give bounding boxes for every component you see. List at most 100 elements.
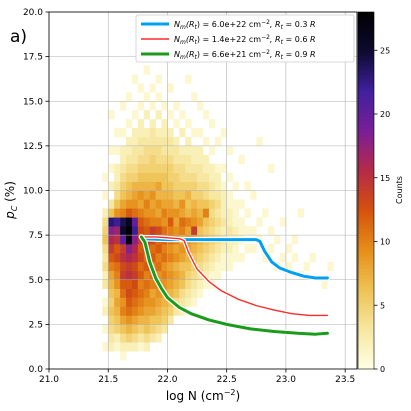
- heatmap-cell: [161, 172, 168, 182]
- heatmap-cell: [131, 252, 139, 263]
- heatmap-cell: [161, 252, 168, 263]
- heatmap-cell: [131, 315, 139, 325]
- heatmap-cell: [161, 145, 168, 156]
- colorbar-tick-label: 10: [380, 238, 390, 247]
- heatmap-cell: [179, 199, 186, 209]
- heatmap-cell: [149, 315, 156, 325]
- heatmap-cell: [155, 154, 162, 165]
- heatmap-cell: [149, 190, 156, 200]
- colorbar-ticks: 0 5 10 15 20 25: [374, 46, 390, 374]
- heatmap-cell: [155, 190, 162, 200]
- heatmap-cell: [161, 244, 168, 254]
- heatmap-cell: [120, 217, 127, 227]
- heatmap-cell: [126, 136, 133, 147]
- heatmap-cell: [197, 288, 204, 298]
- x-axis-ticks: 21.0 21.5 22.0 22.5 23.0 23.5: [39, 369, 355, 385]
- heatmap-cell: [191, 181, 198, 191]
- heatmap-cell: [143, 342, 150, 352]
- heatmap-cell: [197, 190, 204, 200]
- heatmap-cell: [143, 163, 150, 173]
- heatmap-cell: [191, 297, 198, 307]
- heatmap-cell: [149, 199, 156, 209]
- heatmap-cell: [131, 163, 139, 173]
- y-tick-label: 20.0: [23, 8, 43, 18]
- heatmap-cell: [143, 333, 150, 343]
- heatmap-cell: [167, 145, 174, 156]
- heatmap-cell: [203, 199, 210, 209]
- heatmap-cell: [220, 181, 227, 191]
- heatmap-cell: [214, 190, 222, 200]
- heatmap-cell: [155, 244, 162, 254]
- heatmap-cell: [167, 270, 174, 281]
- heatmap-cell: [120, 101, 127, 111]
- heatmap-cell: [155, 315, 162, 325]
- y-tick-label: 0.0: [29, 365, 44, 375]
- heatmap-cell: [226, 208, 233, 218]
- heatmap-cell: [102, 244, 109, 254]
- x-tick-label: 21.0: [39, 375, 59, 385]
- heatmap-cell: [167, 163, 174, 173]
- heatmap-cell: [173, 136, 180, 147]
- heatmap-cell: [197, 244, 204, 254]
- heatmap-cell: [102, 235, 109, 245]
- heatmap-cell: [131, 145, 139, 156]
- heatmap-cell: [185, 288, 192, 298]
- heatmap-cell: [126, 244, 133, 254]
- colorbar-tick-label: 25: [380, 46, 390, 55]
- heatmap-cell: [126, 235, 133, 245]
- heatmap-cell: [114, 261, 121, 272]
- heatmap-cell: [203, 208, 210, 218]
- heatmap-cell: [203, 172, 210, 182]
- heatmap-cell: [120, 333, 127, 343]
- heatmap-cell: [131, 190, 139, 200]
- heatmap-cell: [126, 119, 133, 129]
- heatmap-cell: [191, 172, 198, 182]
- heatmap-cell: [126, 342, 133, 352]
- heatmap-cell: [214, 136, 222, 147]
- heatmap-cell: [268, 163, 275, 173]
- heatmap-cell: [131, 297, 139, 307]
- heatmap-cell: [167, 154, 174, 165]
- heatmap-cell: [114, 181, 121, 191]
- heatmap-cell: [155, 261, 162, 272]
- heatmap-cell: [185, 190, 192, 200]
- heatmap-cell: [137, 83, 145, 93]
- heatmap-cell: [155, 324, 162, 334]
- heatmap-cell: [238, 154, 245, 165]
- heatmap-cell: [143, 217, 150, 227]
- heatmap-cell: [143, 306, 150, 316]
- heatmap-cell: [179, 244, 186, 254]
- heatmap-cell: [208, 217, 216, 227]
- heatmap-cell: [161, 101, 168, 111]
- heatmap-cell: [191, 244, 198, 254]
- heatmap-cell: [262, 208, 269, 218]
- heatmap-cell: [309, 252, 316, 263]
- heatmap-cell: [131, 333, 139, 343]
- heatmap-cell: [120, 190, 127, 200]
- heatmap-cell: [226, 252, 233, 263]
- heatmap-cell: [155, 288, 162, 298]
- heatmap-cell: [114, 270, 121, 281]
- heatmap-cell: [280, 217, 287, 227]
- heatmap-cell: [137, 270, 145, 281]
- heatmap-cell: [108, 306, 115, 316]
- heatmap-cell: [114, 128, 121, 138]
- heatmap-cell: [214, 208, 222, 218]
- heatmap-cell: [108, 252, 115, 263]
- heatmap-cell: [155, 306, 162, 316]
- heatmap-cell: [179, 226, 186, 236]
- model-curves: [138, 234, 331, 337]
- heatmap-cell: [102, 208, 109, 218]
- heatmap-cell: [126, 154, 133, 165]
- heatmap-cell: [131, 235, 139, 245]
- heatmap-cell: [191, 199, 198, 209]
- heatmap-cell: [161, 217, 168, 227]
- heatmap-cell: [214, 199, 222, 209]
- heatmap-cell: [131, 226, 139, 236]
- heatmap-cell: [161, 261, 168, 272]
- heatmap-cell: [137, 306, 145, 316]
- heatmap-cell: [232, 252, 239, 263]
- heatmap-cell: [120, 324, 127, 334]
- heatmap-cell: [120, 342, 127, 352]
